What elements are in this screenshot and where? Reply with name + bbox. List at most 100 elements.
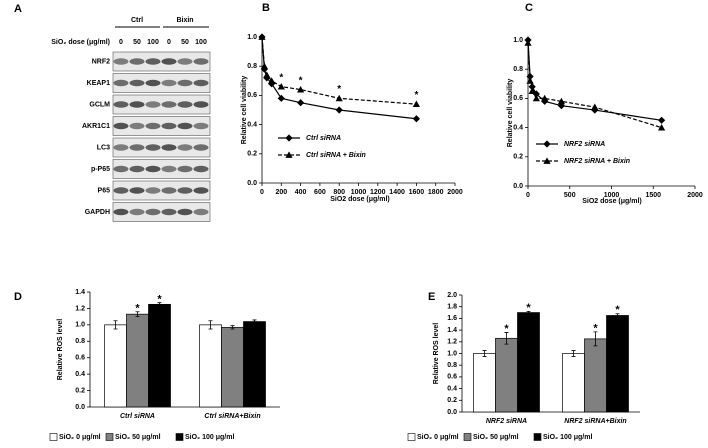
triangle-marker — [658, 124, 666, 131]
blot-band — [193, 187, 209, 194]
y-tick-label: 0.4 — [247, 121, 257, 128]
y-tick-label: 0.6 — [447, 374, 457, 381]
dose: 100 — [147, 39, 159, 46]
diamond-marker — [591, 106, 599, 114]
y-tick-label: 0.0 — [75, 404, 85, 411]
y-axis-label: Relative cell viability — [241, 76, 248, 145]
diamond-marker — [658, 116, 666, 124]
blot-band — [193, 122, 209, 130]
triangle-marker — [263, 71, 271, 78]
diamond-marker — [412, 115, 420, 123]
bar — [562, 353, 585, 413]
blot-band — [113, 144, 129, 151]
blot-band — [177, 101, 193, 108]
y-tick-label: 0.6 — [75, 355, 85, 362]
bar — [221, 326, 244, 408]
blot-band — [113, 122, 129, 130]
x-tick-label: 1000 — [351, 189, 367, 196]
blot-band — [129, 144, 145, 151]
blot-band — [113, 165, 129, 173]
triangle-marker — [524, 39, 532, 46]
y-tick-label: 1.4 — [447, 327, 457, 334]
blot-band — [177, 208, 193, 216]
diamond-marker — [285, 134, 293, 142]
error-bar — [504, 332, 509, 345]
error-bar — [157, 302, 162, 307]
y-tick-label: 0.2 — [247, 151, 257, 158]
x-tick-label: NRF2 siRNA+Bixin — [564, 418, 626, 425]
protein-label: LC3 — [97, 144, 110, 151]
y-tick-label: 1.8 — [447, 304, 457, 311]
diamond-marker — [543, 140, 551, 148]
blot-band — [193, 101, 209, 108]
blot-band — [177, 165, 193, 173]
error-bar — [208, 320, 213, 330]
protein-label: P65 — [98, 187, 111, 194]
dose: 50 — [133, 39, 141, 46]
y-tick-label: 1.0 — [447, 350, 457, 357]
legend-swatch — [407, 433, 416, 441]
y-tick-label: 1.6 — [447, 315, 457, 322]
y-tick-label: 0.8 — [247, 63, 257, 70]
blot-band — [145, 101, 161, 108]
blot-band — [177, 122, 193, 130]
blot-band — [177, 144, 193, 151]
blot-band — [161, 79, 177, 87]
protein-label: GAPDH — [85, 209, 110, 216]
panel-letter: E — [428, 291, 435, 303]
diamond-marker — [297, 99, 305, 107]
y-tick-label: 0.4 — [447, 385, 457, 392]
triangle-marker — [285, 151, 293, 158]
bar — [473, 353, 496, 413]
x-tick-label: 1200 — [370, 189, 386, 196]
y-tick-label: 0.8 — [447, 362, 457, 369]
significance-star: * — [157, 293, 162, 305]
dose: 0 — [167, 39, 171, 46]
dose-label: SiO₂ dose (μg/ml) — [51, 39, 110, 46]
significance-star: * — [414, 90, 418, 101]
blot-band — [161, 144, 177, 151]
y-tick-label: 0.2 — [447, 397, 457, 404]
triangle-marker — [591, 103, 599, 111]
blot-band — [193, 79, 209, 87]
x-tick-label: 800 — [333, 189, 345, 196]
triangle-marker — [526, 77, 534, 84]
legend-label: NRF2 siRNA — [564, 141, 605, 148]
x-tick-label: 0 — [260, 189, 264, 196]
error-bar — [593, 331, 598, 347]
y-tick-label: 0.2 — [513, 154, 523, 161]
significance-star: * — [526, 302, 531, 314]
error-bar — [230, 325, 235, 330]
blot-band — [129, 101, 145, 108]
blot-band — [161, 122, 177, 130]
legend-label: Ctrl siRNA — [306, 135, 341, 142]
blot-band — [193, 58, 209, 65]
blot-band — [113, 208, 129, 216]
blot-band — [145, 144, 161, 151]
blot-band — [113, 58, 129, 65]
diamond-marker — [335, 106, 343, 114]
blot-band — [145, 122, 161, 130]
blot-band — [145, 165, 161, 173]
panel-letter: D — [14, 291, 22, 303]
blot-band — [161, 165, 177, 173]
legend-swatch — [49, 433, 58, 441]
blot-band — [161, 58, 177, 65]
blot-band — [161, 101, 177, 108]
y-tick-label: 0.6 — [247, 92, 257, 99]
y-tick-label: 1.0 — [75, 322, 85, 329]
blot-band — [113, 79, 129, 87]
y-tick-label: 0.8 — [75, 338, 85, 345]
significance-star: * — [337, 84, 341, 95]
bar — [104, 324, 127, 408]
error-bar — [113, 320, 118, 330]
legend-label: SiO₂ 100 μg/ml — [185, 434, 234, 441]
legend-label: SiO₂ 0 μg/ml — [59, 434, 101, 441]
legend-swatch — [463, 433, 472, 441]
x-tick-label: 1400 — [389, 189, 405, 196]
triangle-marker — [335, 94, 343, 102]
blot-band — [161, 187, 177, 194]
significance-star: * — [504, 323, 509, 335]
protein-label: p-P65 — [91, 166, 110, 173]
blot-band — [145, 58, 161, 65]
